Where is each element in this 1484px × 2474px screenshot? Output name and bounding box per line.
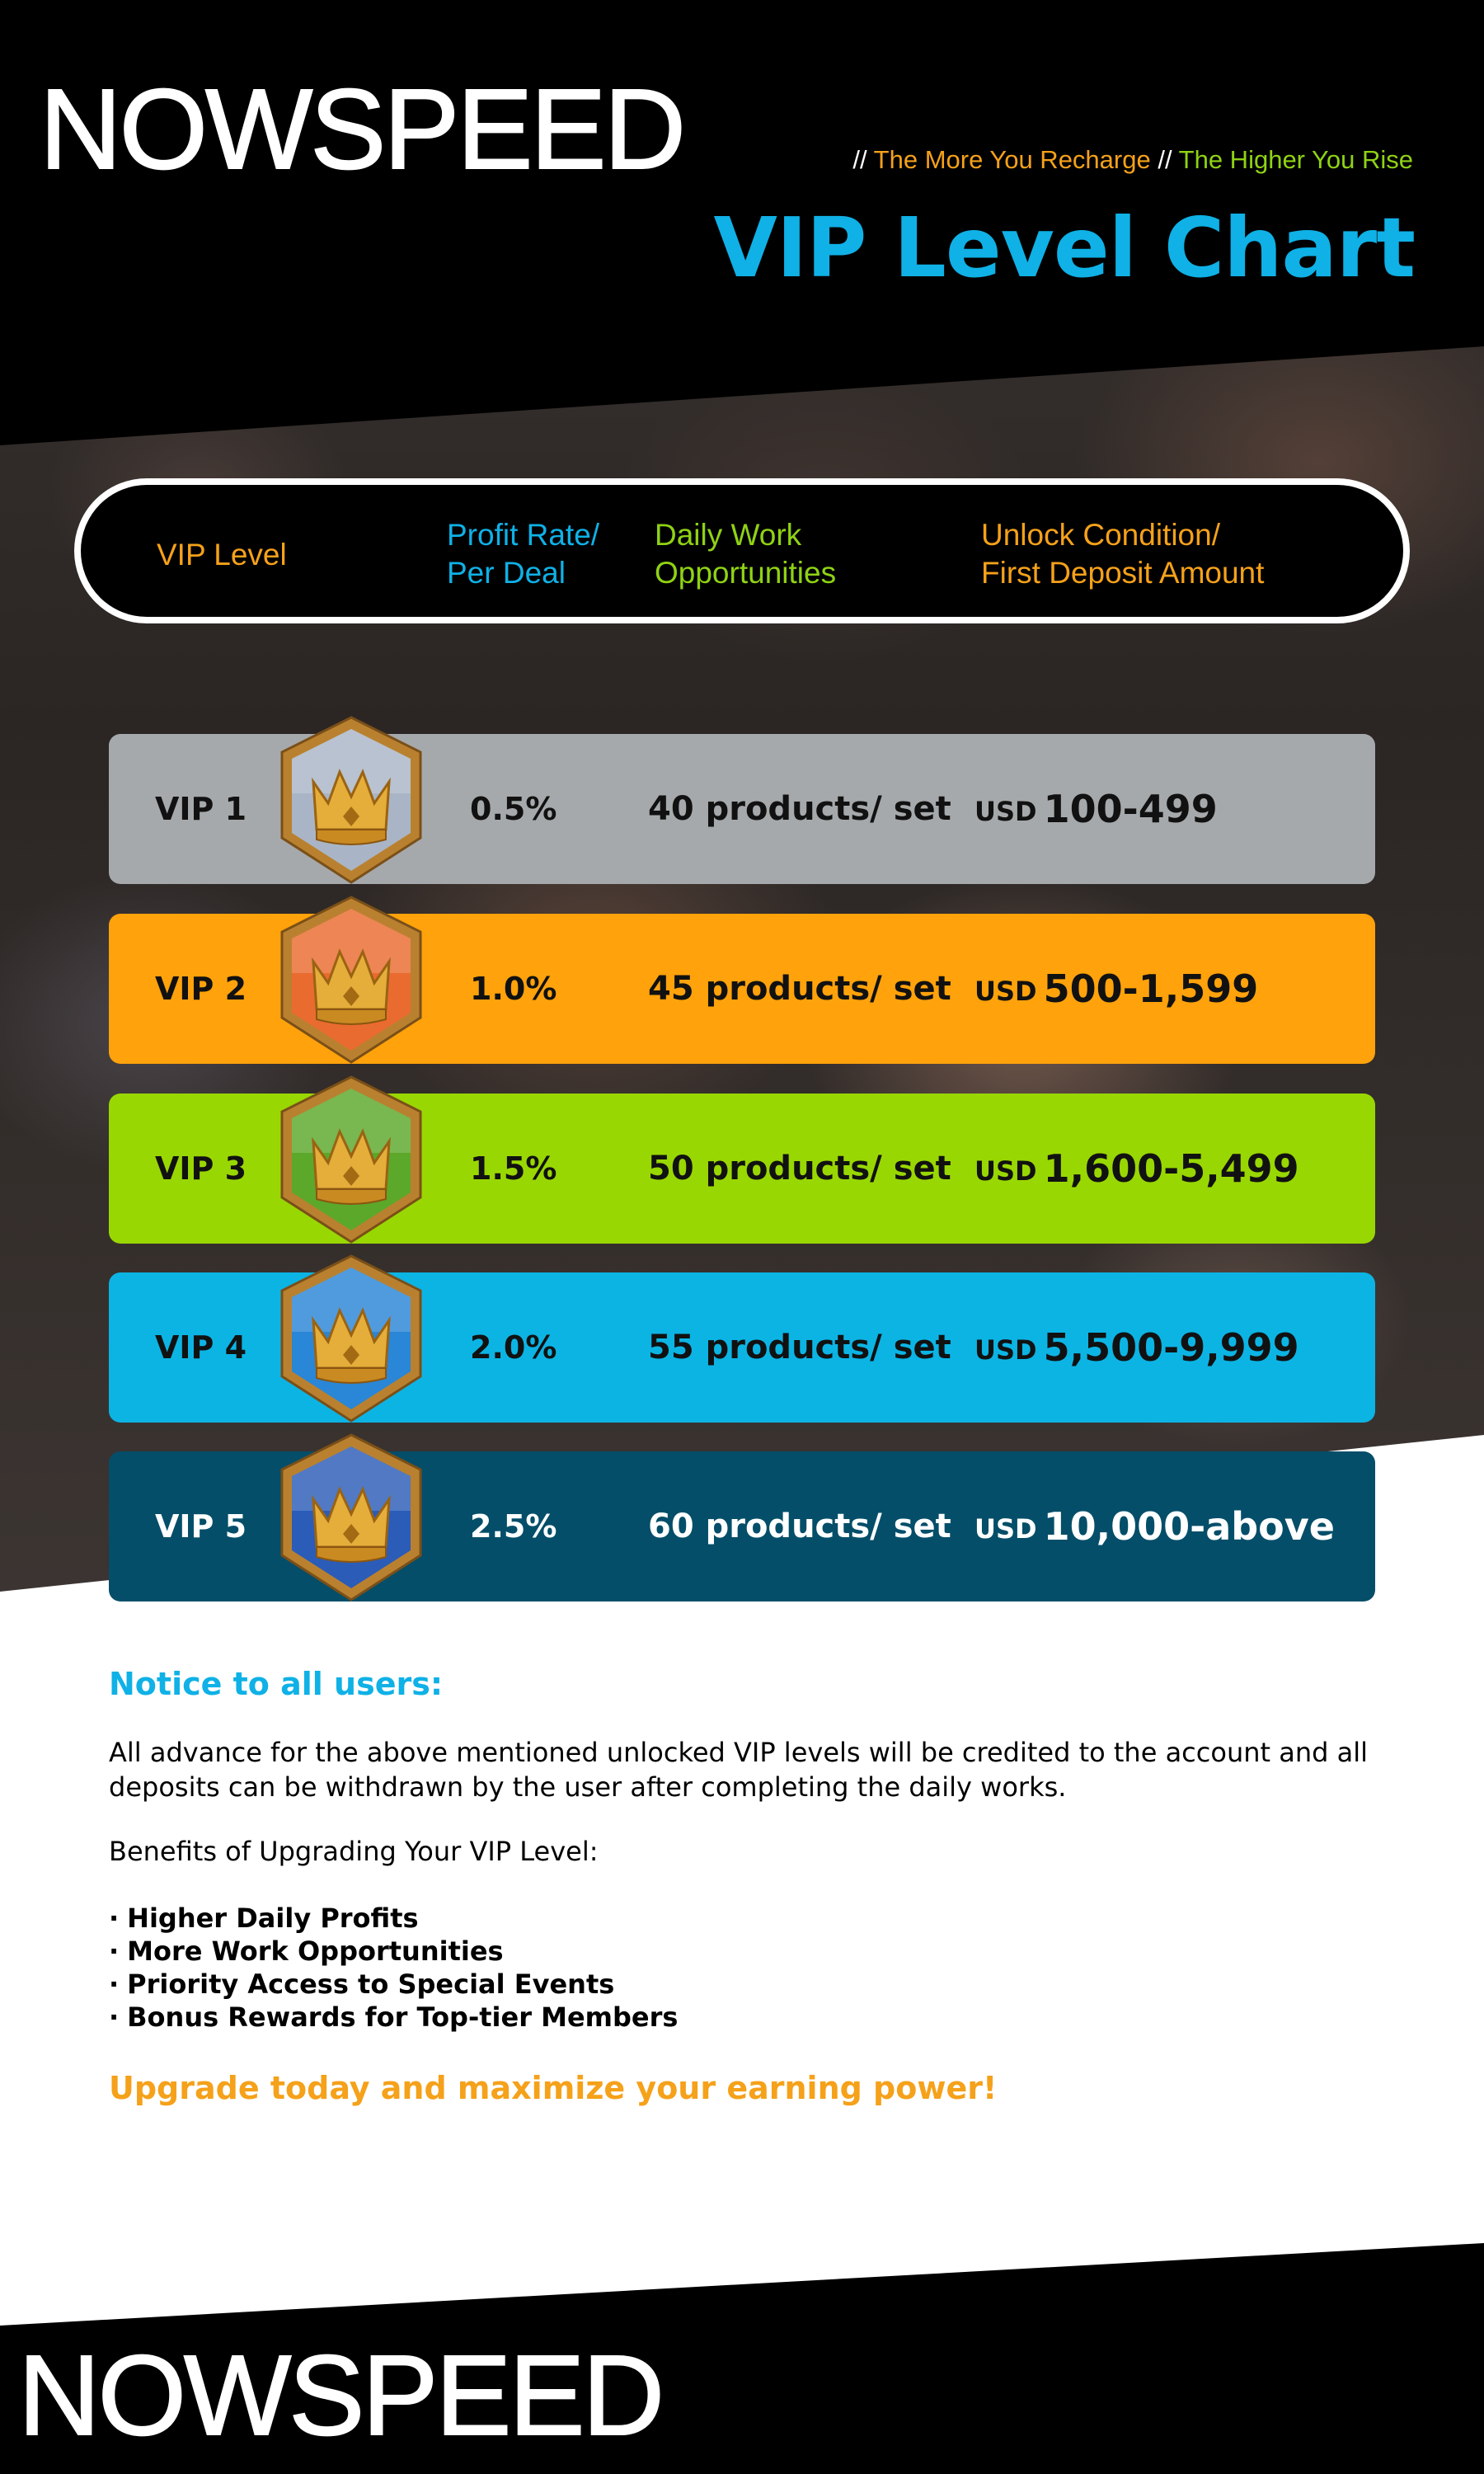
- column-header-profit-line-2: Per Deal: [447, 556, 566, 590]
- currency-label: USD: [974, 976, 1037, 1007]
- crown-badge-icon: [280, 1075, 422, 1244]
- unlock-amount: USD 1,600-5,499: [974, 1094, 1299, 1244]
- benefit-item: · More Work Opportunities: [109, 1935, 678, 1968]
- vip-level-label: VIP 2: [155, 971, 247, 1007]
- tagline: // The More You Recharge // The Higher Y…: [852, 145, 1413, 175]
- column-header-profit-rate: Profit Rate/ Per Deal: [447, 516, 599, 592]
- column-header-daily-work: Daily Work Opportunities: [655, 516, 836, 592]
- column-header-unlock-line-2: First Deposit Amount: [981, 556, 1265, 590]
- profit-rate: 1.5%: [470, 1150, 557, 1187]
- benefit-text: Higher Daily Profits: [127, 1903, 419, 1934]
- profit-rate: 2.5%: [470, 1508, 557, 1545]
- benefit-text: More Work Opportunities: [127, 1935, 504, 1967]
- tagline-separator: //: [852, 145, 867, 174]
- call-to-action: Upgrade today and maximize your earning …: [109, 2070, 998, 2106]
- notice-title: Notice to all users:: [109, 1666, 444, 1702]
- vip-row-1: VIP 1 0.5% 40 products/ set USD 100-499: [109, 716, 1375, 884]
- vip-row-3: VIP 3 1.5% 50 products/ set USD 1,600-5,…: [109, 1075, 1375, 1244]
- profit-rate: 2.0%: [470, 1329, 557, 1366]
- vip-row-4: VIP 4 2.0% 55 products/ set USD 5,500-9,…: [109, 1254, 1375, 1423]
- daily-work: 60 products/ set: [648, 1507, 951, 1545]
- daily-work: 45 products/ set: [648, 970, 951, 1008]
- benefit-text: Bonus Rewards for Top-tier Members: [127, 2001, 679, 2033]
- amount-value: 1,600-5,499: [1043, 1146, 1299, 1191]
- unlock-amount: USD 100-499: [974, 734, 1218, 884]
- column-header-pill: VIP Level Profit Rate/ Per Deal Daily Wo…: [74, 478, 1410, 623]
- currency-label: USD: [974, 1334, 1037, 1366]
- amount-value: 500-1,599: [1043, 967, 1259, 1011]
- crown-badge-icon: [280, 1254, 422, 1423]
- benefit-item: · Priority Access to Special Events: [109, 1968, 678, 2001]
- daily-work: 55 products/ set: [648, 1329, 951, 1366]
- daily-work: 40 products/ set: [648, 790, 951, 828]
- column-header-vip-level: VIP Level: [157, 536, 287, 574]
- currency-label: USD: [974, 1155, 1037, 1187]
- bullet: ·: [109, 1935, 120, 1967]
- vip-level-label: VIP 4: [155, 1329, 247, 1366]
- bullet: ·: [109, 1903, 120, 1934]
- currency-label: USD: [974, 796, 1037, 827]
- vip-level-label: VIP 1: [155, 791, 247, 827]
- crown-badge-icon: [280, 896, 422, 1064]
- vip-level-label: VIP 5: [155, 1508, 247, 1545]
- unlock-amount: USD 500-1,599: [974, 914, 1258, 1064]
- benefit-text: Priority Access to Special Events: [127, 1968, 615, 2000]
- tagline-part-1: The More You Recharge: [873, 145, 1151, 174]
- tagline-part-2: The Higher You Rise: [1178, 145, 1413, 174]
- daily-work: 50 products/ set: [648, 1150, 951, 1188]
- benefit-list: · Higher Daily Profits · More Work Opportu…: [109, 1902, 678, 2034]
- unlock-amount: USD 10,000-above: [974, 1451, 1335, 1602]
- column-header-profit-line-1: Profit Rate/: [447, 518, 600, 552]
- benefits-title: Benefits of Upgrading Your VIP Level:: [109, 1836, 599, 1867]
- column-header-unlock-line-1: Unlock Condition/: [981, 518, 1220, 552]
- benefit-item: · Higher Daily Profits: [109, 1902, 678, 1935]
- notice-body: All advance for the above mentioned unlo…: [109, 1737, 1368, 1803]
- column-header-daily-line-1: Daily Work: [655, 518, 802, 552]
- column-header-unlock-condition: Unlock Condition/ First Deposit Amount: [981, 516, 1264, 592]
- column-header-vip-level-label: VIP Level: [157, 538, 287, 571]
- tagline-separator: //: [1158, 145, 1172, 174]
- unlock-amount: USD 5,500-9,999: [974, 1272, 1299, 1423]
- benefit-item: · Bonus Rewards for Top-tier Members: [109, 2001, 678, 2034]
- bullet: ·: [109, 2001, 120, 2033]
- vip-level-label: VIP 3: [155, 1150, 247, 1187]
- brand-logo-top: NOWSPEED: [39, 66, 687, 193]
- currency-label: USD: [974, 1513, 1037, 1545]
- bullet: ·: [109, 1968, 120, 2000]
- vip-row-5: VIP 5 2.5% 60 products/ set USD 10,000-a…: [109, 1433, 1375, 1602]
- vip-row-2: VIP 2 1.0% 45 products/ set USD 500-1,59…: [109, 896, 1375, 1064]
- crown-badge-icon: [280, 1433, 422, 1602]
- amount-value: 100-499: [1043, 787, 1218, 831]
- amount-value: 5,500-9,999: [1043, 1325, 1299, 1370]
- column-header-daily-line-2: Opportunities: [655, 556, 837, 590]
- crown-badge-icon: [280, 716, 422, 884]
- brand-logo-bottom: NOWSPEED: [17, 2332, 665, 2459]
- profit-rate: 0.5%: [470, 791, 557, 827]
- page-title: VIP Level Chart: [713, 200, 1416, 296]
- amount-value: 10,000-above: [1043, 1504, 1335, 1549]
- profit-rate: 1.0%: [470, 971, 557, 1007]
